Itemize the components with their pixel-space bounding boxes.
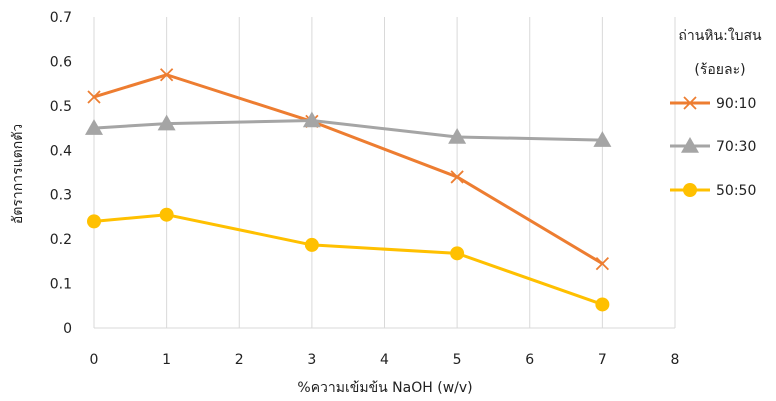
data-point	[448, 127, 467, 144]
data-point	[450, 170, 464, 184]
series-70:30	[85, 111, 612, 147]
data-point	[593, 131, 612, 147]
legend-item-70:30: 70:30	[670, 137, 756, 155]
legend-label: 70:30	[716, 139, 756, 155]
y-tick-label: 0.4	[50, 143, 72, 159]
x-tick-label: 6	[525, 352, 534, 368]
data-point	[87, 90, 101, 104]
x-tick-label: 3	[307, 352, 316, 368]
axes	[93, 17, 675, 329]
legend-item-90:10: 90:10	[670, 96, 756, 112]
data-point	[450, 246, 465, 261]
grid-lines	[166, 17, 676, 328]
data-point	[157, 114, 176, 131]
x-tick-label: 4	[380, 352, 389, 368]
data-point	[87, 214, 101, 229]
data-point	[302, 111, 321, 128]
data-point	[595, 297, 610, 312]
y-tick-label: 0.1	[50, 277, 72, 293]
legend-title-line1: ถ่านหิน:ใบสน	[678, 27, 762, 44]
legend-swatch-marker	[681, 137, 699, 153]
y-tick-label: 0.7	[50, 10, 72, 26]
x-tick-label: 2	[235, 352, 244, 368]
legend-swatch-marker	[683, 183, 697, 197]
x-tick-label: 5	[453, 352, 462, 368]
y-axis-label: อัตราการแตกตัว	[10, 124, 26, 224]
legend-item-50:50: 50:50	[670, 183, 756, 199]
data-point	[85, 119, 103, 135]
legend: ถ่านหิน:ใบสน (ร้อยละ) 90:10 70:30 50:50	[670, 27, 762, 199]
data-point	[159, 207, 174, 222]
data-point	[304, 237, 319, 252]
legend-label: 50:50	[716, 183, 756, 199]
legend-swatch-marker	[683, 96, 697, 110]
y-axis-ticks: 0 0.1 0.2 0.3 0.4 0.5 0.6 0.7	[50, 10, 72, 337]
x-tick-label: 8	[671, 352, 680, 368]
y-tick-label: 0.3	[50, 188, 72, 204]
x-axis-label: %ความเข้มข้น NaOH (w/v)	[297, 380, 472, 396]
data-point	[595, 256, 610, 271]
series-50:50	[87, 207, 610, 312]
legend-title-line2: (ร้อยละ)	[694, 62, 745, 78]
x-tick-label: 1	[162, 352, 171, 368]
y-tick-label: 0.6	[50, 54, 72, 70]
x-tick-label: 0	[90, 352, 99, 368]
legend-label: 90:10	[716, 96, 756, 112]
x-axis-ticks: 0 1 2 3 4 5 6 7 8	[90, 352, 680, 368]
x-tick-label: 7	[598, 352, 607, 368]
y-tick-label: 0.2	[50, 232, 72, 248]
y-tick-label: 0.5	[50, 99, 72, 115]
series-lines	[85, 68, 612, 312]
data-point	[159, 68, 174, 82]
y-tick-label: 0	[63, 321, 72, 337]
